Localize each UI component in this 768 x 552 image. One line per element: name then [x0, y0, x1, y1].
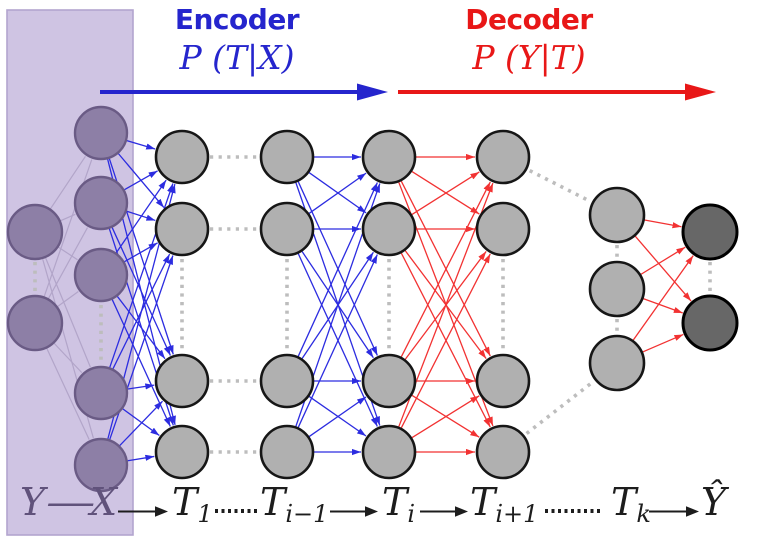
flow-arrows	[100, 83, 716, 101]
node-X-1	[73, 105, 129, 161]
node-Ti-1-3	[259, 353, 315, 409]
dotted-continuation-lines	[33, 155, 712, 454]
node-Ti-1-2	[259, 201, 315, 257]
encoder-formula: P (T|X)	[179, 38, 295, 77]
node-Tk-3	[588, 334, 646, 392]
node-Ti+1-3	[475, 353, 531, 409]
node-Ti+1-2	[475, 201, 531, 257]
node-Ti-2	[361, 201, 417, 257]
node-T1-1	[154, 129, 210, 185]
node-Ti-4	[361, 424, 417, 480]
node-Ti+1-4	[475, 424, 531, 480]
node-Yhat-1	[681, 203, 739, 261]
node-Ti-1-4	[259, 424, 315, 480]
node-T1-2	[154, 201, 210, 257]
node-Tk-2	[588, 260, 646, 318]
decoder-formula: P (Y|T)	[472, 38, 586, 77]
node-Y-2	[6, 294, 64, 352]
node-Ti+1-1	[475, 129, 531, 185]
node-Yhat-2	[681, 294, 739, 352]
network-nodes	[6, 105, 739, 493]
node-T1-3	[154, 353, 210, 409]
node-Ti-1-1	[259, 129, 315, 185]
node-Ti-3	[361, 353, 417, 409]
decoder-title: Decoder	[465, 3, 593, 36]
node-X-5	[73, 437, 129, 493]
decoder-edges	[398, 153, 694, 456]
encoder-header: Encoder P (T|X)	[174, 3, 300, 77]
encoder-edges	[107, 140, 381, 462]
encoder-title: Encoder	[174, 3, 300, 36]
node-X-2	[73, 175, 129, 231]
node-T1-4	[154, 424, 210, 480]
decoder-header: Decoder P (Y|T)	[465, 3, 593, 77]
node-Tk-1	[588, 186, 646, 244]
node-Y-1	[6, 203, 64, 261]
node-X-3	[73, 247, 129, 303]
node-Ti-1	[361, 129, 417, 185]
node-X-4	[73, 365, 129, 421]
